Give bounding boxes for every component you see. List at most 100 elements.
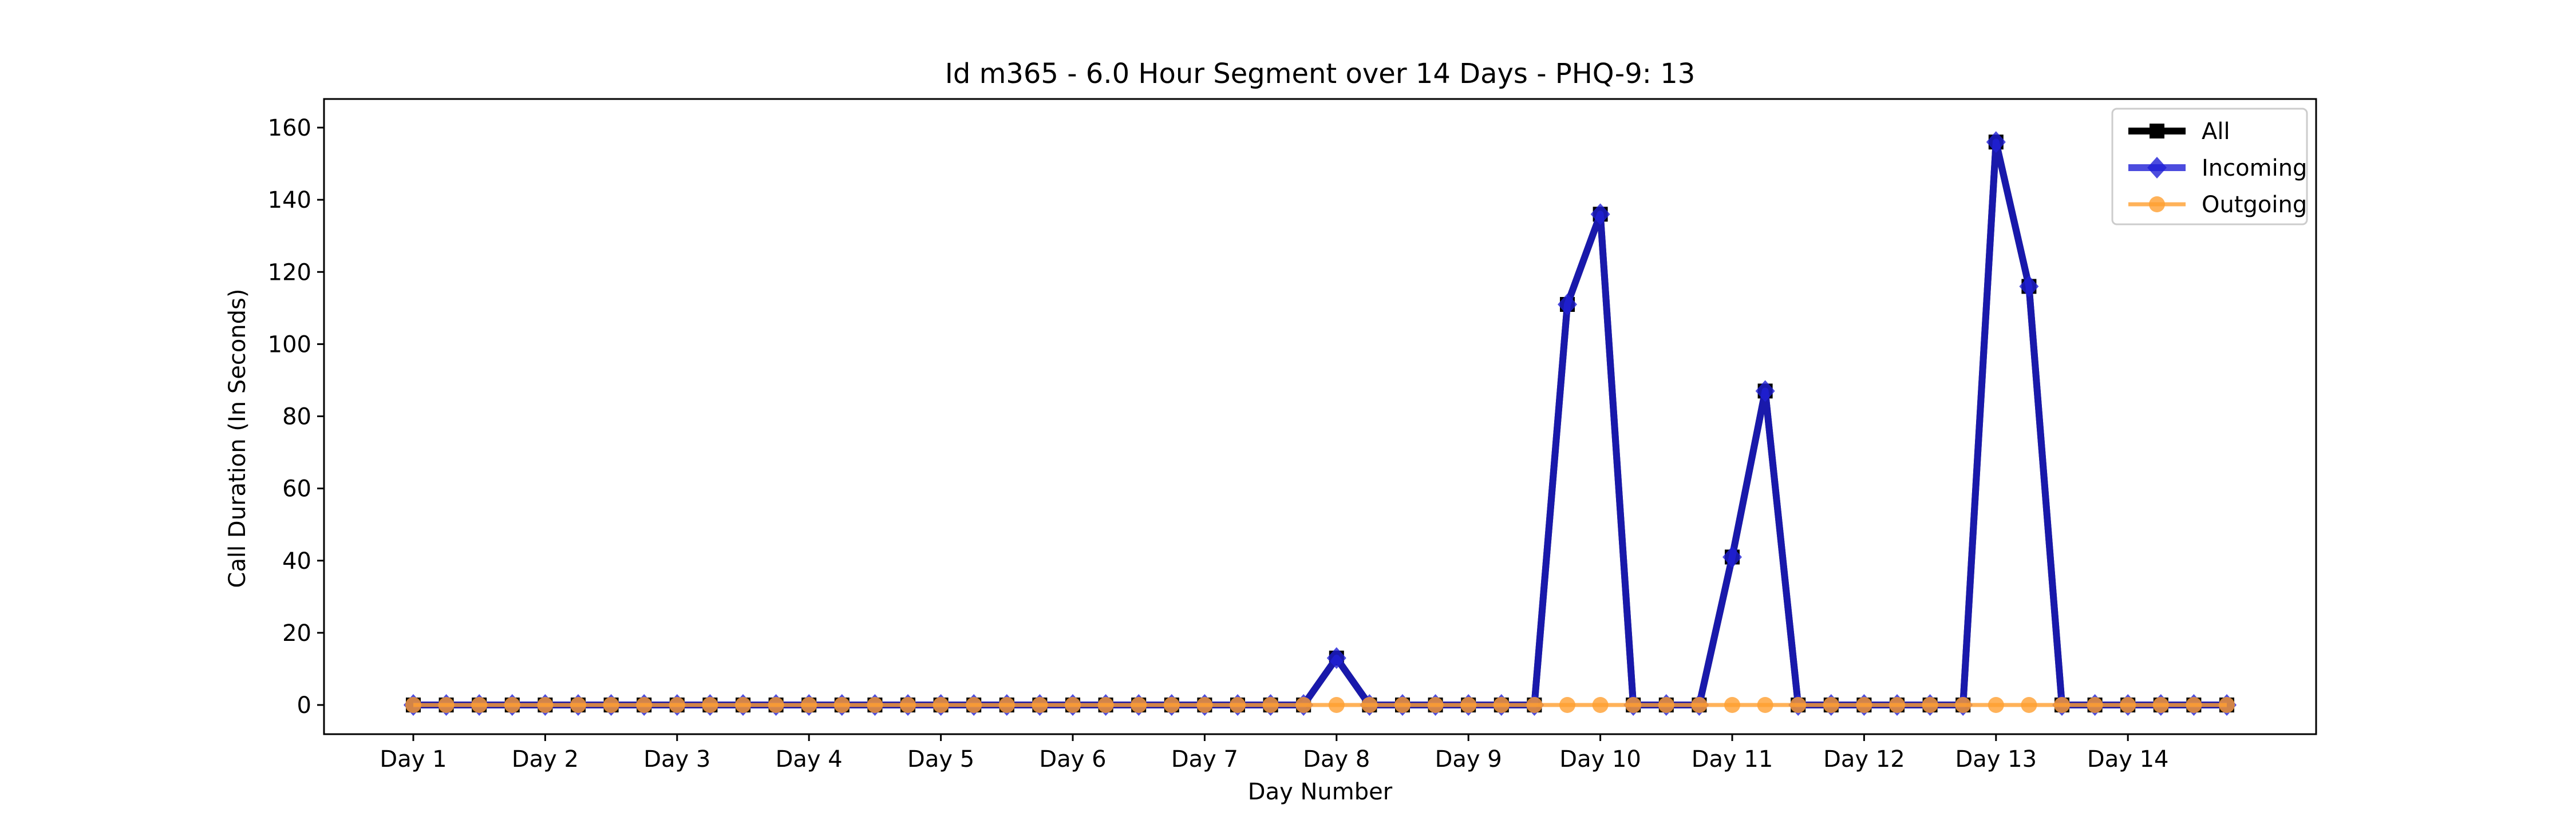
- x-tick-label: Day 3: [643, 746, 710, 772]
- y-tick-label: 80: [282, 404, 311, 430]
- chart-title: Id m365 - 6.0 Hour Segment over 14 Days …: [945, 58, 1696, 90]
- data-point-outgoing: [1295, 697, 1312, 713]
- data-point-outgoing: [1988, 697, 2004, 713]
- data-point-incoming: [1558, 294, 1577, 316]
- data-point-outgoing: [1625, 697, 1642, 713]
- y-tick-label: 140: [268, 187, 311, 213]
- x-tick-label: Day 6: [1039, 746, 1106, 772]
- data-point-outgoing: [1724, 697, 1740, 713]
- data-point-outgoing: [1097, 697, 1114, 713]
- data-point-incoming: [1722, 546, 1742, 568]
- data-point-outgoing: [900, 697, 916, 713]
- data-point-outgoing: [2186, 697, 2202, 713]
- data-point-incoming: [1986, 131, 2006, 153]
- data-point-outgoing: [1526, 697, 1543, 713]
- data-point-outgoing: [1065, 697, 1081, 713]
- data-point-outgoing: [438, 697, 455, 713]
- data-point-outgoing: [1559, 697, 1575, 713]
- data-point-outgoing: [1328, 697, 1345, 713]
- data-point-outgoing: [998, 697, 1015, 713]
- plot-frame: [323, 98, 2317, 735]
- data-point-outgoing: [1361, 697, 1378, 713]
- data-point-outgoing: [1196, 697, 1213, 713]
- data-point-outgoing: [933, 697, 949, 713]
- data-point-incoming: [1326, 647, 1346, 670]
- data-point-outgoing: [1889, 697, 1905, 713]
- data-point-outgoing: [1032, 697, 1048, 713]
- data-point-outgoing: [471, 697, 488, 713]
- data-point-outgoing: [702, 697, 718, 713]
- data-point-outgoing: [1955, 697, 1971, 713]
- data-point-outgoing: [1856, 697, 1872, 713]
- y-tick-label: 100: [268, 331, 311, 358]
- data-point-outgoing: [2054, 697, 2070, 713]
- data-point-outgoing: [1658, 697, 1674, 713]
- x-tick-label: Day 12: [1823, 746, 1905, 772]
- x-axis-title: Day Number: [1248, 779, 1393, 805]
- data-point-outgoing: [1427, 697, 1444, 713]
- data-point-outgoing: [1757, 697, 1773, 713]
- data-point-outgoing: [1493, 697, 1510, 713]
- data-point-outgoing: [2120, 697, 2136, 713]
- x-tick-label: Day 1: [380, 746, 447, 772]
- y-tick-label: 160: [268, 115, 311, 141]
- x-tick-label: Day 7: [1171, 746, 1238, 772]
- y-tick-label: 40: [282, 548, 311, 575]
- series-layer: [404, 131, 2237, 716]
- data-point-outgoing: [2152, 697, 2169, 713]
- y-tick-label: 20: [282, 620, 311, 647]
- x-tick-label: Day 2: [512, 746, 579, 772]
- data-point-outgoing: [1394, 697, 1411, 713]
- y-tick-label: 120: [268, 259, 311, 286]
- legend-label-incoming: Incoming: [2202, 155, 2307, 181]
- y-tick-label: 60: [282, 476, 311, 502]
- data-point-outgoing: [1691, 697, 1708, 713]
- legend-marker-outgoing: [2149, 196, 2165, 212]
- data-point-outgoing: [1592, 697, 1609, 713]
- data-point-outgoing: [2087, 697, 2103, 713]
- legend-label-outgoing: Outgoing: [2202, 192, 2307, 218]
- x-tick-label: Day 9: [1435, 746, 1502, 772]
- data-point-outgoing: [1922, 697, 1938, 713]
- data-point-incoming: [1590, 203, 1610, 225]
- x-tick-label: Day 13: [1955, 746, 2037, 772]
- data-point-outgoing: [833, 697, 850, 713]
- y-axis-title: Call Duration (In Seconds): [224, 289, 251, 588]
- data-point-outgoing: [867, 697, 883, 713]
- data-point-outgoing: [801, 697, 817, 713]
- data-point-outgoing: [768, 697, 784, 713]
- x-tick-label: Day 10: [1559, 746, 1641, 772]
- x-tick-label: Day 14: [2087, 746, 2169, 772]
- data-point-outgoing: [735, 697, 751, 713]
- data-point-outgoing: [603, 697, 619, 713]
- legend-marker-incoming: [2147, 157, 2167, 179]
- data-point-outgoing: [1230, 697, 1246, 713]
- data-point-incoming: [1755, 380, 1775, 402]
- legend-marker-all: [2150, 124, 2164, 138]
- data-point-outgoing: [570, 697, 586, 713]
- data-point-outgoing: [2219, 697, 2235, 713]
- data-point-incoming: [2019, 275, 2039, 298]
- x-tick-label: Day 5: [907, 746, 974, 772]
- data-point-outgoing: [1823, 697, 1839, 713]
- data-point-outgoing: [1460, 697, 1477, 713]
- data-point-outgoing: [966, 697, 982, 713]
- data-point-outgoing: [1790, 697, 1807, 713]
- legend-label-all: All: [2202, 118, 2230, 145]
- y-tick-label: 0: [297, 692, 311, 719]
- data-point-outgoing: [504, 697, 520, 713]
- data-point-outgoing: [1131, 697, 1147, 713]
- data-point-outgoing: [1163, 697, 1180, 713]
- x-tick-label: Day 4: [776, 746, 843, 772]
- series-outgoing: [405, 697, 2235, 713]
- x-tick-label: Day 8: [1303, 746, 1370, 772]
- data-point-outgoing: [537, 697, 554, 713]
- data-point-outgoing: [636, 697, 653, 713]
- data-point-outgoing: [405, 697, 421, 713]
- x-axis-ticks: Day 1 Day 2 Day 3 Day 4 Day 5 Day 6 Day 7 Day 8…: [380, 734, 2169, 772]
- y-axis-ticks: 0 20 40 60 80 100 120 140 160: [268, 115, 324, 719]
- data-point-outgoing: [669, 697, 685, 713]
- data-point-outgoing: [2021, 697, 2037, 713]
- legend: All Incoming Outgoing: [2111, 108, 2308, 225]
